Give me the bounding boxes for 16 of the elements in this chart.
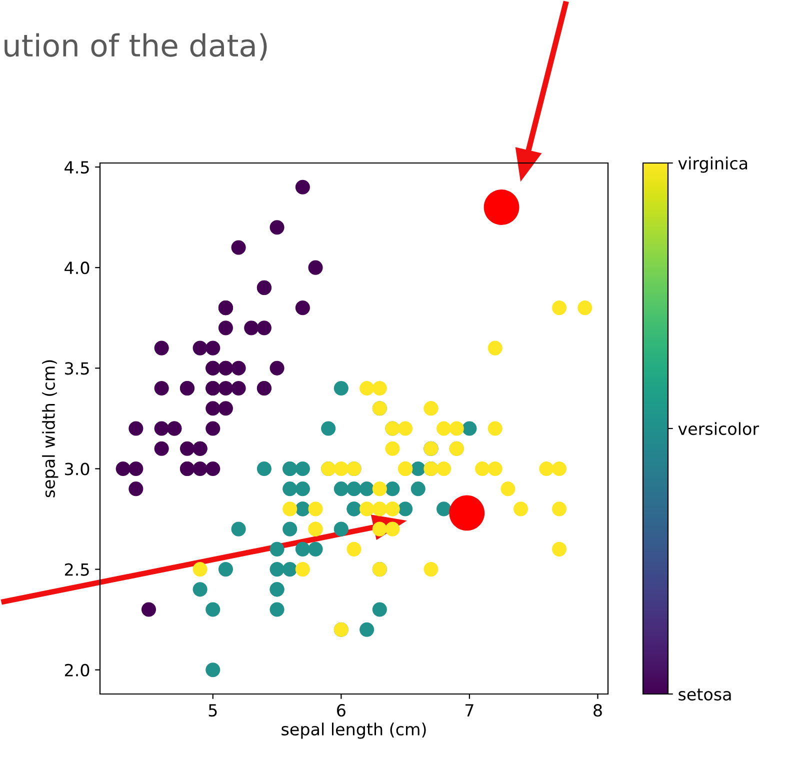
color-bar-label: virginica: [678, 156, 748, 173]
text: ution of the data): [4, 33, 267, 60]
y-tick-label: 3.5: [65, 362, 89, 375]
x-axis-title: sepal length (cm): [282, 722, 426, 739]
x-tick-label: 7: [466, 704, 474, 716]
y-tick-label: 2.0: [64, 664, 90, 676]
color-bar-label: versicolor: [678, 422, 760, 436]
y-tick-label: 3.0: [65, 462, 90, 476]
y-axis-title: sepal width (cm): [42, 360, 58, 498]
x-tick-label: 6: [337, 704, 346, 717]
y-tick-label: 4.0: [64, 262, 90, 274]
x-tick-label: 8: [594, 704, 602, 717]
color-bar-label: setosa: [678, 688, 731, 701]
y-tick-label: 4.5: [64, 161, 89, 174]
y-tick-label: 2.5: [64, 563, 89, 576]
x-tick-label: 5: [208, 704, 217, 717]
